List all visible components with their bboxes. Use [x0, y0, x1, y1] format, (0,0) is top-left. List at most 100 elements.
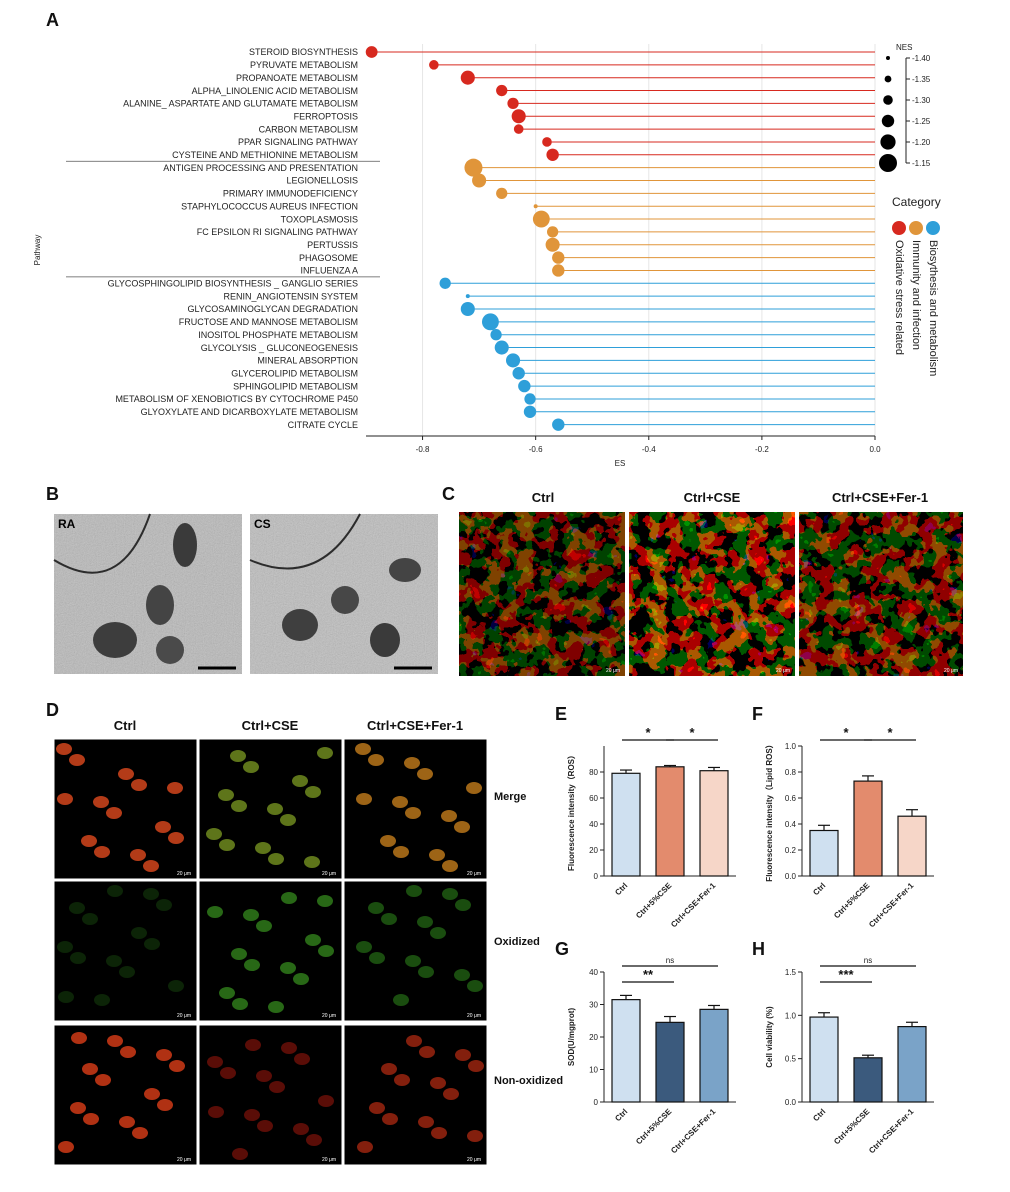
panel-d-lipid-ros-images: Ctrl Ctrl+CSE Ctrl+CSE+Fer-1 Merge Oxidi…	[53, 718, 563, 1166]
cell	[69, 754, 85, 766]
panel-d-row-oxidized: Oxidized	[494, 936, 540, 948]
panel-a-xlabel: ES	[615, 459, 626, 468]
panel-d-header-fer1: Ctrl+CSE+Fer-1	[367, 718, 463, 733]
panel-c-header-ctrl: Ctrl	[532, 490, 554, 505]
panel-label-b: B	[46, 484, 59, 504]
pathway-label: CITRATE CYCLE	[288, 420, 358, 430]
scale-label: 20 μm	[467, 1013, 481, 1019]
cell	[106, 807, 122, 819]
cell	[82, 1063, 98, 1075]
scale-label: 20 μm	[177, 1157, 191, 1163]
pathway-label: FERROPTOSIS	[294, 111, 358, 121]
cell	[256, 920, 272, 932]
y-tick-label: 0.6	[785, 794, 797, 803]
lollipop-point	[439, 277, 451, 289]
significance-marker: ***	[838, 967, 854, 982]
ros-texture-fer1	[799, 512, 963, 676]
cell	[393, 994, 409, 1006]
cell	[380, 835, 396, 847]
pathway-label: CARBON METABOLISM	[259, 124, 358, 134]
pathway-label: ANTIGEN PROCESSING AND PRESENTATION	[163, 163, 358, 173]
bar-chart-g: 0 10 20 30 40 SOD(U/mgprot) Ctrl Ctrl+5%CSECtrl…	[567, 956, 736, 1155]
y-tick-label: 30	[589, 1001, 598, 1010]
pathway-label: FRUCTOSE AND MANNOSE METABOLISM	[179, 317, 358, 327]
panel-d-row-merge: Merge	[494, 791, 526, 803]
panel-a-lollipop-chart: Pathway ES NES Category -0.8 -0.6 -0.4 -0.2…	[33, 43, 941, 468]
cell	[442, 888, 458, 900]
scale-label: 20 μm	[467, 1157, 481, 1163]
cell	[57, 941, 73, 953]
lollipop-point	[533, 204, 538, 209]
cell	[206, 828, 222, 840]
y-axis-label: Fluorescence intensity（Lipid ROS）	[764, 740, 774, 881]
em-label-ra: RA	[58, 517, 76, 531]
cell	[430, 927, 446, 939]
y-tick-label: 20	[589, 846, 598, 855]
cell	[381, 1063, 397, 1075]
pathway-label: SPHINGOLIPID METABOLISM	[233, 381, 358, 391]
y-tick-label: 0.4	[785, 820, 797, 829]
cell	[405, 807, 421, 819]
cell	[94, 846, 110, 858]
y-tick-label: 1.5	[785, 968, 797, 977]
cell	[280, 814, 296, 826]
cell	[293, 1123, 309, 1135]
bar	[699, 1008, 729, 1103]
lollipop-point	[513, 124, 524, 134]
cell	[155, 821, 171, 833]
cell	[368, 902, 384, 914]
bodipy-image	[53, 1024, 198, 1166]
cell	[268, 853, 284, 865]
cell	[71, 1032, 87, 1044]
nes-legend-dot	[884, 75, 892, 83]
cell	[394, 1074, 410, 1086]
category-label: Ctrl+5%CSE	[634, 881, 674, 921]
panel-b-em-images: RA CS	[53, 513, 438, 674]
panel-c-header-cse: Ctrl+CSE	[684, 490, 741, 505]
cell	[455, 1049, 471, 1061]
lollipop-point	[496, 187, 508, 199]
cell	[156, 899, 172, 911]
nuclear-membrane	[53, 513, 151, 574]
cell	[268, 1001, 284, 1013]
lollipop-point	[429, 60, 439, 70]
category-label: Ctrl	[613, 1107, 629, 1123]
pathway-label: PPAR SIGNALING PATHWAY	[238, 137, 358, 147]
lollipop-point	[460, 70, 475, 85]
panel-label-h: H	[752, 939, 765, 959]
panel-d-header-cse: Ctrl+CSE	[242, 718, 299, 733]
y-tick-label: 10	[589, 1066, 598, 1075]
bar	[655, 766, 685, 877]
cell	[305, 934, 321, 946]
scale-label: 20 μm	[467, 871, 481, 877]
cell	[466, 782, 482, 794]
lollipop-point	[545, 237, 560, 252]
cell	[406, 1035, 422, 1047]
x-tick-label: 0.0	[869, 445, 881, 454]
cell	[454, 969, 470, 981]
panel-d-header-ctrl: Ctrl	[114, 718, 136, 733]
cell	[232, 998, 248, 1010]
mitochondrion	[93, 622, 137, 658]
cell	[57, 793, 73, 805]
nes-legend-dot	[886, 56, 890, 60]
cell	[430, 1077, 446, 1089]
cell-cluster	[355, 743, 482, 872]
cell	[156, 1049, 172, 1061]
nes-legend-dot	[881, 114, 895, 128]
cell	[382, 1113, 398, 1125]
cell	[441, 810, 457, 822]
cell	[431, 1127, 447, 1139]
cell	[95, 1074, 111, 1086]
lollipop-point	[494, 340, 509, 355]
cell	[257, 1120, 273, 1132]
panel-label-e: E	[555, 704, 567, 724]
category-label: Ctrl+5%CSE	[634, 1107, 674, 1147]
nes-legend-dot	[883, 95, 893, 105]
cell	[454, 821, 470, 833]
pathway-label: ALANINE_ ASPARTATE AND GLUTAMATE METABOL…	[123, 99, 358, 109]
lollipop-point	[532, 210, 550, 228]
y-tick-label: 0.8	[785, 768, 797, 777]
y-tick-label: 60	[589, 794, 598, 803]
